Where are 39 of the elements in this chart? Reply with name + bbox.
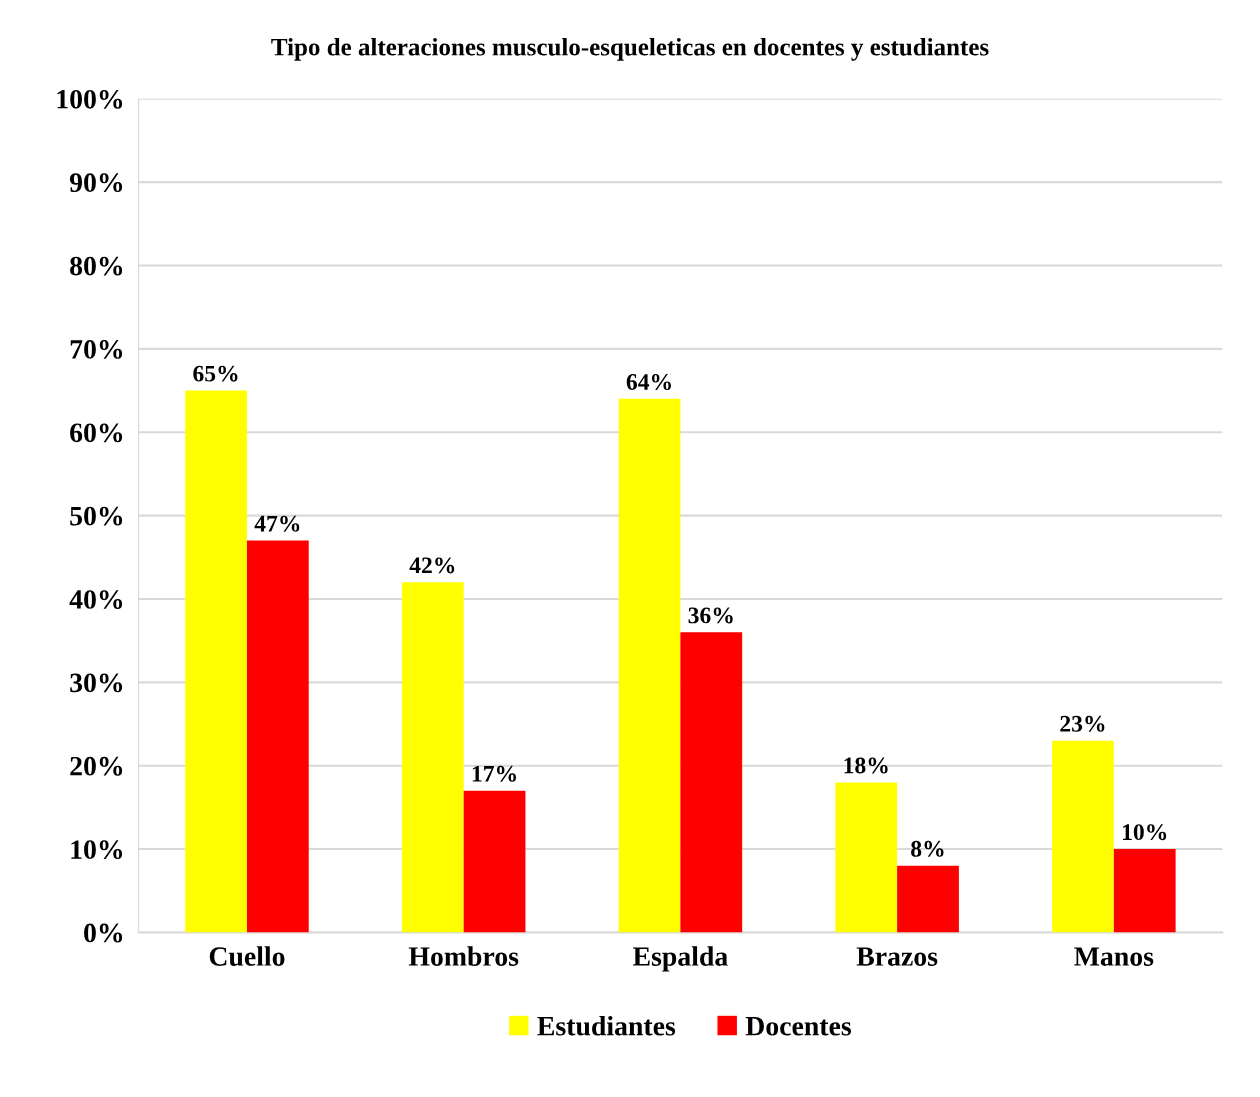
data-label: 65% bbox=[193, 365, 238, 382]
y-tick-label: 60% bbox=[70, 423, 123, 443]
data-label: 42% bbox=[409, 557, 455, 574]
y-tick-label: 90% bbox=[69, 173, 123, 193]
x-tick-label: Cuello bbox=[209, 946, 285, 966]
data-label: 18% bbox=[844, 757, 888, 774]
y-tick-label: 10% bbox=[71, 840, 123, 860]
bar bbox=[185, 390, 247, 933]
y-tick-label: 30% bbox=[70, 673, 123, 693]
data-label: 64% bbox=[626, 373, 671, 390]
bar bbox=[463, 790, 526, 933]
x-tick-label: Espalda bbox=[633, 946, 728, 972]
x-tick-label: Brazos bbox=[856, 947, 938, 966]
x-tick-label: Hombros bbox=[408, 946, 519, 966]
data-label: 10% bbox=[1123, 824, 1167, 841]
bar bbox=[1113, 849, 1176, 933]
bar bbox=[246, 540, 309, 933]
legend-label: Docentes bbox=[745, 1017, 852, 1036]
y-tick-label: 70% bbox=[70, 340, 123, 359]
y-tick-label: 80% bbox=[70, 256, 123, 276]
data-label: 36% bbox=[688, 607, 733, 624]
bar bbox=[835, 782, 898, 933]
bar bbox=[401, 582, 464, 933]
y-tick-label: 20% bbox=[70, 756, 123, 776]
data-label: 8% bbox=[911, 840, 944, 857]
bar bbox=[1052, 740, 1114, 933]
legend-label: Estudiantes bbox=[537, 1015, 676, 1036]
data-label: 47% bbox=[254, 515, 300, 532]
data-label: 17% bbox=[472, 765, 516, 782]
bar bbox=[618, 398, 681, 933]
y-tick-label: 50% bbox=[70, 506, 123, 526]
y-tick-label: 0% bbox=[84, 923, 123, 943]
data-label: 23% bbox=[1060, 715, 1105, 732]
bar bbox=[897, 865, 959, 933]
y-tick-label: 100% bbox=[57, 89, 123, 109]
bar bbox=[680, 632, 743, 933]
x-tick-label: Manos bbox=[1074, 947, 1154, 966]
y-tick-label: 40% bbox=[69, 590, 123, 609]
chart-title: Tipo de alteraciones musculo-esqueleticas en docentes y estudiantes bbox=[271, 37, 989, 61]
